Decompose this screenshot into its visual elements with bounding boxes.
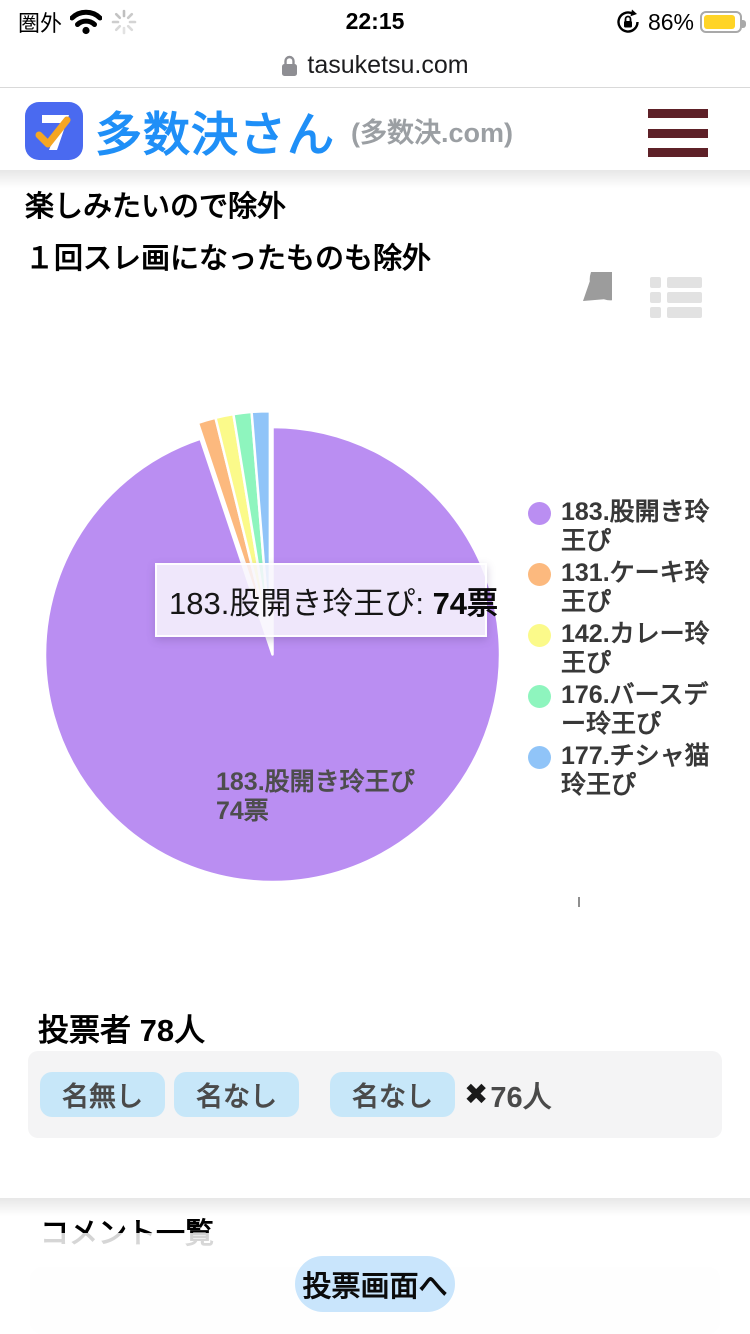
legend-item[interactable]: 183.股開き玲王ぴ bbox=[528, 498, 728, 556]
chart-tooltip: 183.股開き玲王ぴ: 74票 bbox=[155, 563, 498, 637]
legend-color-dot bbox=[528, 563, 551, 586]
logo-title: 多数決さん bbox=[95, 108, 335, 161]
comments-section-shadow bbox=[0, 1198, 750, 1216]
go-to-vote-button[interactable]: 投票画面へ bbox=[295, 1256, 455, 1312]
legend-item[interactable]: 131.ケーキ玲王ぴ bbox=[528, 559, 728, 617]
status-bar: 圏外 22:15 bbox=[0, 0, 750, 44]
voter-tags-box: 名無し 名なし 名なし ✖ 76人 bbox=[28, 1051, 722, 1138]
wifi-icon bbox=[70, 9, 103, 35]
voter-name-tag: 名なし bbox=[174, 1072, 299, 1117]
legend-label: 131.ケーキ玲王ぴ bbox=[561, 559, 710, 616]
legend-label: 183.股開き玲王ぴ bbox=[561, 498, 710, 555]
legend-label: 142.カレー玲王ぴ bbox=[561, 620, 710, 677]
site-header: 多数決さん (多数決.com) bbox=[0, 89, 750, 170]
address-bar[interactable]: tasuketsu.com bbox=[0, 44, 750, 88]
clock: 22:15 bbox=[345, 8, 405, 34]
pie-slice-label: 183.股開き玲王ぴ 74票 bbox=[216, 768, 415, 825]
voters-heading: 投票者 78人 bbox=[38, 1013, 206, 1048]
legend-item[interactable]: 176.バースデー玲王ぴ bbox=[528, 681, 728, 739]
legend-color-dot bbox=[528, 502, 551, 525]
legend-label: 177.チシャ猫玲王ぴ bbox=[561, 742, 710, 799]
pie-view-icon[interactable] bbox=[562, 272, 612, 322]
times-count: 76人 bbox=[490, 1081, 552, 1114]
hamburger-menu-icon[interactable] bbox=[648, 109, 708, 157]
legend-label: 176.バースデー玲王ぴ bbox=[561, 681, 709, 738]
text-cursor-artifact bbox=[578, 897, 580, 907]
logo-badge-icon bbox=[25, 101, 83, 160]
legend-color-dot bbox=[528, 685, 551, 708]
legend-color-dot bbox=[528, 746, 551, 769]
chart-legend: 183.股開き玲王ぴ 131.ケーキ玲王ぴ 142.カレー玲王ぴ 176.バースデー玲… bbox=[528, 498, 728, 800]
carrier-label: 圏外 bbox=[18, 11, 63, 36]
times-icon: ✖ bbox=[464, 1079, 489, 1111]
site-logo[interactable]: 多数決さん (多数決.com) bbox=[25, 96, 513, 165]
logo-subtitle: (多数決.com) bbox=[351, 118, 513, 148]
list-view-icon[interactable] bbox=[650, 276, 702, 318]
poll-title-line1: 楽しみたいので除外 bbox=[25, 191, 287, 223]
url-domain: tasuketsu.com bbox=[307, 51, 469, 79]
rotation-lock-icon bbox=[617, 9, 639, 33]
battery-icon bbox=[700, 11, 746, 33]
legend-color-dot bbox=[528, 624, 551, 647]
padlock-icon bbox=[282, 55, 298, 76]
poll-title-line2: １回スレ画になったものも除外 bbox=[25, 243, 432, 275]
legend-item[interactable]: 177.チシャ猫玲王ぴ bbox=[528, 742, 728, 800]
pie-slice[interactable] bbox=[43, 425, 502, 884]
header-shadow bbox=[0, 170, 750, 188]
legend-item[interactable]: 142.カレー玲王ぴ bbox=[528, 620, 728, 678]
view-toggles bbox=[562, 272, 702, 322]
voter-name-tag: 名なし bbox=[330, 1072, 455, 1117]
battery-percent: 86% bbox=[647, 8, 694, 35]
voter-name-tag: 名無し bbox=[40, 1072, 165, 1117]
network-activity-spinner-icon bbox=[111, 9, 137, 35]
